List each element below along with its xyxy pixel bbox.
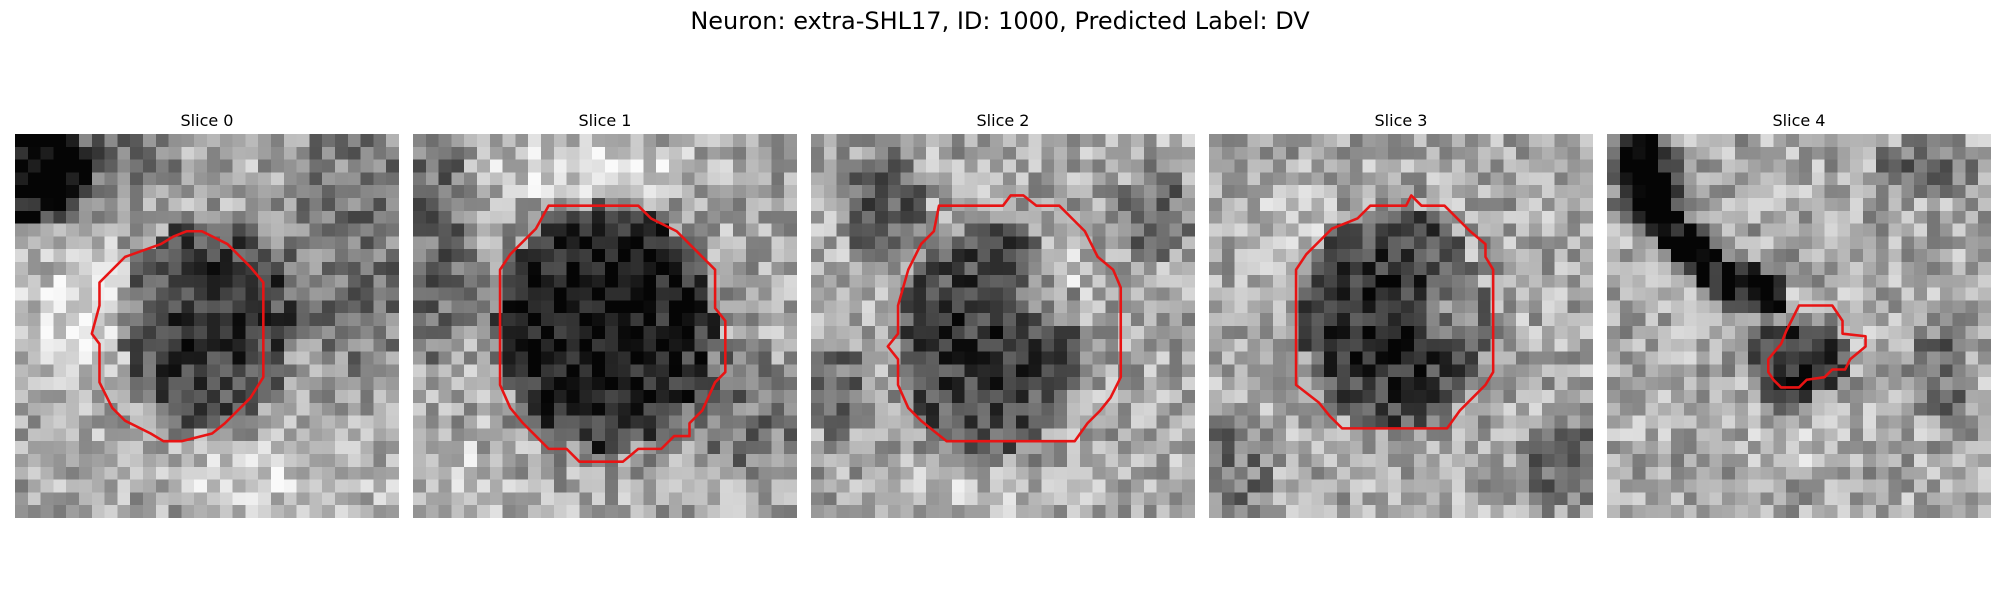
slice-title: Slice 1 xyxy=(413,108,797,134)
slice-image xyxy=(1209,134,1593,518)
slice-panel-0: Slice 0 xyxy=(15,108,399,518)
slice-panel-1: Slice 1 xyxy=(413,108,797,518)
slice-image xyxy=(811,134,1195,518)
figure-title: Neuron: extra-SHL17, ID: 1000, Predicted… xyxy=(0,7,2000,35)
slice-title: Slice 2 xyxy=(811,108,1195,134)
slice-panel-4: Slice 4 xyxy=(1607,108,1991,518)
slice-title: Slice 0 xyxy=(15,108,399,134)
slice-panel-3: Slice 3 xyxy=(1209,108,1593,518)
slice-image xyxy=(413,134,797,518)
slice-image xyxy=(1607,134,1991,518)
slice-panel-2: Slice 2 xyxy=(811,108,1195,518)
slice-title: Slice 3 xyxy=(1209,108,1593,134)
slice-title: Slice 4 xyxy=(1607,108,1991,134)
slice-image xyxy=(15,134,399,518)
